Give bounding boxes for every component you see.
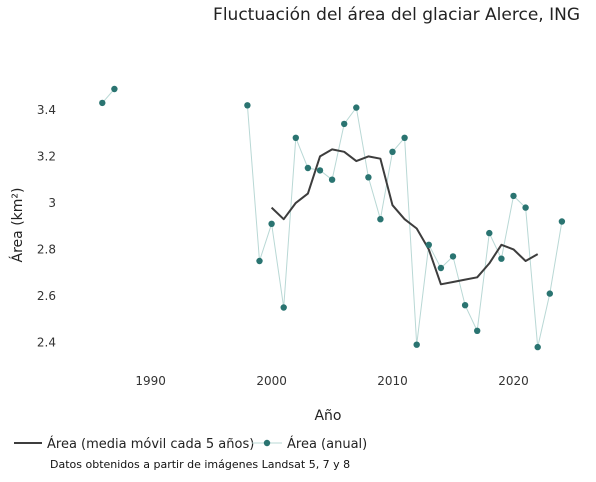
annual-point[interactable]	[474, 327, 481, 334]
moving-average-line	[270, 148, 539, 286]
source-caption: Datos obtenidos a partir de imágenes Lan…	[50, 458, 350, 471]
y-axis-label: Área (km²)	[9, 188, 26, 263]
annual-point[interactable]	[280, 304, 287, 311]
annual-point[interactable]	[401, 134, 408, 141]
annual-point[interactable]	[316, 167, 324, 174]
x-tick-label: 2000	[256, 374, 287, 388]
legend-item-annual[interactable]: Área (anual)	[252, 436, 367, 452]
annual-point[interactable]	[389, 148, 396, 155]
legend-annual-swatch-marker	[263, 439, 271, 447]
annual-point[interactable]	[268, 220, 275, 227]
annual-point[interactable]	[413, 341, 420, 348]
x-axis-label: Año	[314, 408, 341, 424]
legend-item-moving-average[interactable]: Área (media móvil cada 5 años)	[14, 436, 254, 452]
annual-point[interactable]	[328, 176, 336, 183]
y-tick-label: 2.8	[37, 242, 56, 256]
annual-point[interactable]	[244, 102, 251, 109]
annual-point[interactable]	[111, 85, 118, 93]
annual-point[interactable]	[486, 229, 493, 237]
annual-point[interactable]	[461, 302, 469, 309]
annual-point[interactable]	[449, 253, 457, 260]
plot-area	[99, 85, 566, 351]
y-tick-label: 3	[48, 196, 56, 210]
y-tick-label: 3.2	[37, 149, 56, 163]
annual-point[interactable]	[292, 134, 299, 141]
legend-moving-average-label: Área (media móvil cada 5 años)	[47, 436, 254, 452]
x-axis-ticks: 1990 2000 2010 2020	[135, 374, 528, 388]
x-tick-label: 2020	[498, 374, 529, 388]
annual-point[interactable]	[341, 120, 348, 128]
annual-point[interactable]	[437, 264, 445, 272]
legend: Área (media móvil cada 5 años) Área (anu…	[14, 436, 367, 452]
y-tick-label: 2.6	[37, 289, 56, 303]
annual-point[interactable]	[522, 204, 529, 211]
y-axis-ticks: 2.4 2.6 2.8 3 3.2 3.4	[37, 103, 56, 350]
annual-point[interactable]	[377, 216, 384, 223]
annual-series-line	[246, 105, 563, 348]
legend-annual-label: Área (anual)	[287, 436, 367, 452]
chart-title: Fluctuación del área del glaciar Alerce,…	[213, 5, 580, 25]
annual-point[interactable]	[99, 99, 106, 107]
y-tick-label: 2.4	[37, 335, 56, 349]
annual-point[interactable]	[498, 255, 505, 262]
y-tick-label: 3.4	[37, 103, 56, 117]
annual-point[interactable]	[425, 241, 432, 248]
x-tick-label: 2010	[377, 374, 408, 388]
annual-point[interactable]	[510, 192, 517, 200]
annual-point[interactable]	[558, 218, 566, 225]
x-tick-label: 1990	[135, 374, 166, 388]
annual-point[interactable]	[546, 290, 553, 297]
annual-point[interactable]	[304, 164, 312, 172]
annual-point[interactable]	[365, 174, 372, 181]
annual-point[interactable]	[353, 104, 360, 111]
annual-point[interactable]	[534, 343, 541, 351]
annual-point[interactable]	[256, 257, 263, 265]
